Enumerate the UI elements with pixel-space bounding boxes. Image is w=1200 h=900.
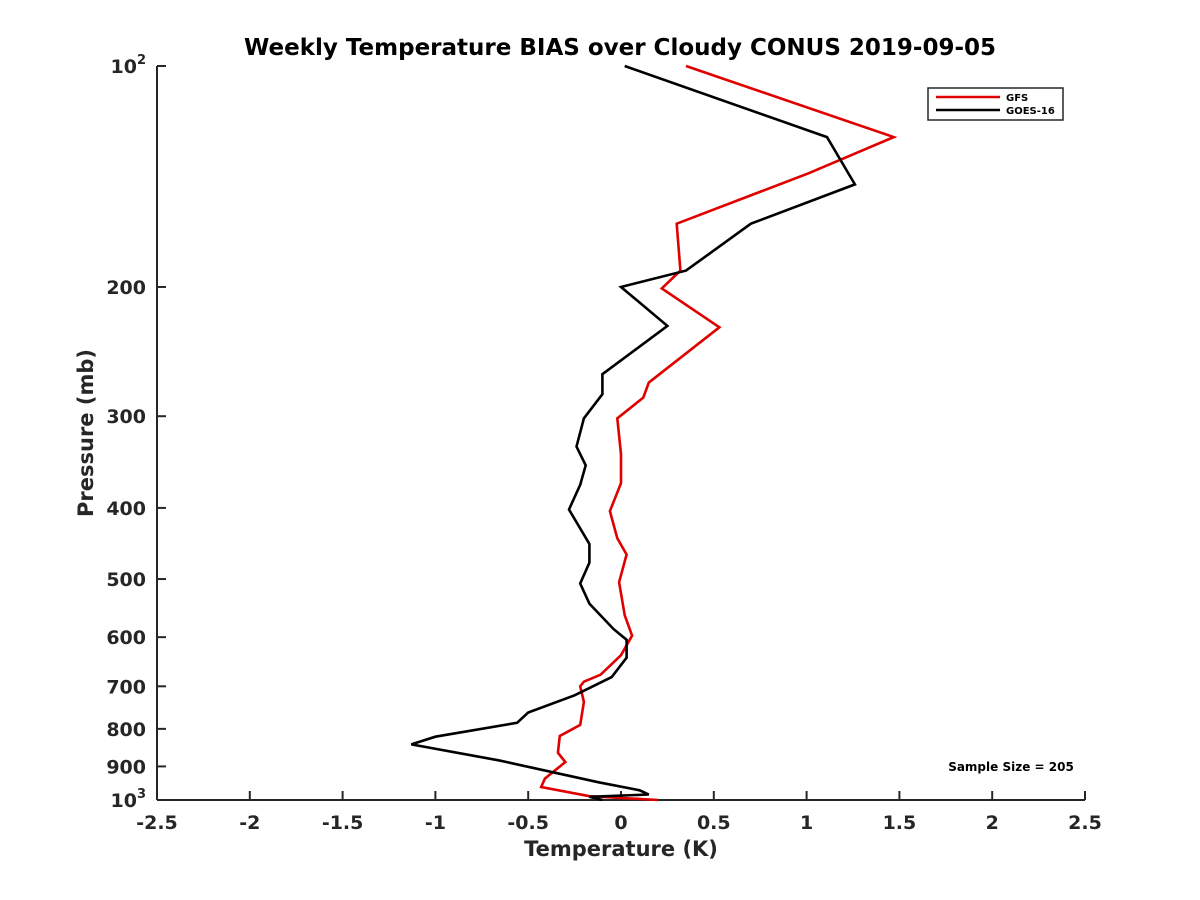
axes [156,66,1085,801]
y-tick-label: 500 [106,569,146,591]
y-tick-label: 800 [106,719,146,741]
legend-label-gfs: GFS [1006,93,1028,104]
x-tick-label: -2 [239,812,260,834]
y-tick-label: 600 [106,627,146,649]
y-tick-label: 700 [106,676,146,698]
legend-label-goes-16: GOES-16 [1006,106,1055,117]
chart-title: Weekly Temperature BIAS over Cloudy CONU… [244,35,996,61]
x-axis-label: Temperature (K) [524,837,718,861]
y-tick-label: 300 [106,406,146,428]
x-tick-label: 2 [986,812,999,834]
x-tick-label: 0 [614,812,627,834]
y-tick-label: 102 [111,53,147,78]
legend-box [927,87,1064,121]
y-ticks: 102 200 300 400 500 600 700 800 900 103 [106,53,166,812]
y-tick-label: 103 [111,787,147,812]
x-tick-label: -1 [425,812,446,834]
x-tick-label: 1.5 [883,812,917,834]
y-tick-label: 200 [106,277,146,299]
x-tick-label: -1.5 [322,812,364,834]
legend: GFS GOES-16 [927,87,1064,121]
x-tick-label: -2.5 [136,812,178,834]
y-axis-label: Pressure (mb) [74,349,98,517]
sample-size-annotation: Sample Size = 205 [948,760,1074,774]
series-line-goes-16 [410,64,857,802]
series-line-gfs [539,64,898,802]
x-tick-label: 1 [800,812,813,834]
x-tick-label: 0.5 [697,812,731,834]
y-tick-label: 400 [106,498,146,520]
y-tick-label: 900 [106,756,146,778]
x-tick-label: 2.5 [1068,812,1102,834]
series-layer [410,64,898,802]
x-ticks: -2.5 -2 -1.5 -1 -0.5 0 0.5 1 1.5 2 2.5 [136,791,1102,834]
x-tick-label: -0.5 [507,812,549,834]
